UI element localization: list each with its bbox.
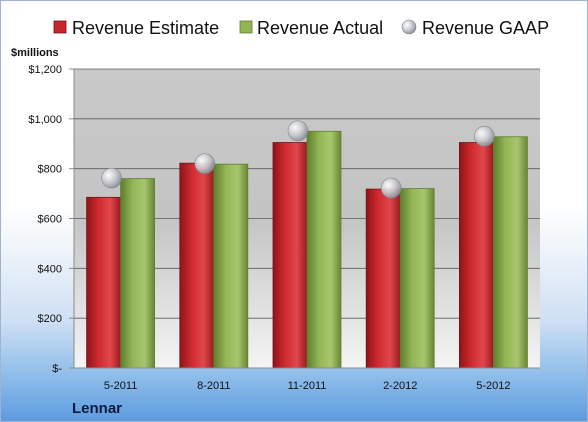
- y-axis-ticks: $- $200 $400 $600 $800 $1,000 $1,200: [28, 64, 74, 375]
- gaap-marker: [474, 125, 495, 147]
- bar-revenue-actual: [120, 178, 155, 369]
- gaap-markers: [101, 120, 495, 199]
- bar-revenue-estimate: [365, 188, 401, 369]
- legend-label-revenue-actual: Revenue Actual: [257, 18, 383, 38]
- company-name: Lennar: [72, 400, 122, 417]
- legend: Revenue Estimate Revenue Actual Revenue …: [53, 18, 549, 38]
- bar-revenue-actual: [213, 163, 249, 369]
- y-tick-label: $-: [52, 363, 62, 375]
- legend-swatch-revenue-actual: [239, 20, 253, 34]
- legend-label-revenue-estimate: Revenue Estimate: [72, 18, 219, 38]
- y-tick-label: $200: [38, 313, 62, 325]
- bar-revenue-actual: [492, 136, 528, 369]
- bar-revenue-estimate: [179, 162, 215, 369]
- gaap-marker: [101, 167, 122, 189]
- x-tick-label: 2-2012: [383, 380, 417, 392]
- bar-revenue-estimate: [86, 196, 121, 369]
- y-tick-label: $600: [38, 214, 62, 226]
- x-tick-label: 5-2012: [476, 380, 510, 392]
- x-tick-label: 5-2011: [104, 380, 137, 392]
- x-tick-label: 8-2011: [197, 380, 230, 392]
- bar-revenue-actual: [399, 188, 435, 369]
- legend-swatch-revenue-estimate: [53, 20, 67, 34]
- gaap-marker: [287, 120, 309, 142]
- y-tick-label: $400: [38, 263, 62, 275]
- gaap-marker: [194, 153, 216, 174]
- x-tick-label: 11-2011: [288, 380, 327, 392]
- bars: [86, 130, 528, 369]
- y-tick-label: $1,200: [28, 64, 62, 76]
- gaap-marker: [380, 177, 402, 199]
- legend-label-revenue-gaap: Revenue GAAP: [422, 18, 549, 38]
- legend-marker-revenue-gaap: [401, 19, 417, 35]
- bar-revenue-actual: [306, 130, 342, 369]
- bar-revenue-estimate: [272, 142, 308, 369]
- bar-revenue-estimate: [458, 142, 494, 369]
- unit-label: $millions: [11, 47, 59, 59]
- x-axis-ticks: 5-2011 8-2011 11-2011 2-2012 5-2012: [104, 380, 511, 392]
- y-tick-label: $800: [38, 164, 62, 176]
- y-tick-label: $1,000: [28, 114, 62, 126]
